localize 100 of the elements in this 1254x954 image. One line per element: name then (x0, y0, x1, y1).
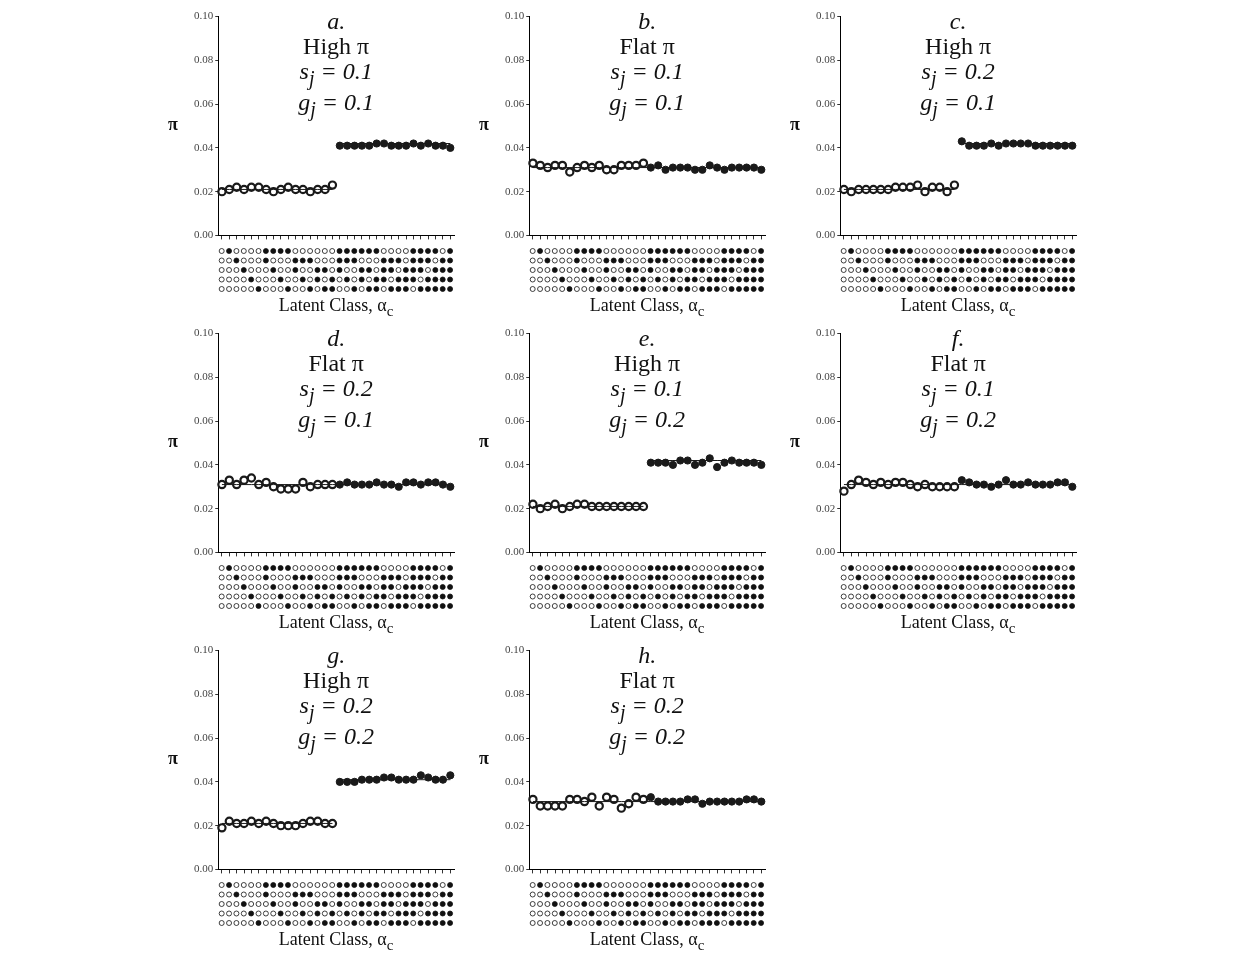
text: Flat π (618, 32, 676, 59)
point (646, 458, 655, 467)
point (409, 139, 418, 148)
point (616, 803, 627, 813)
point (409, 775, 418, 784)
y-tick-label: 0.06 (505, 731, 525, 744)
point (550, 801, 560, 811)
point (683, 456, 692, 465)
chart-title: e. (637, 324, 657, 351)
text: High π (302, 32, 371, 59)
point (749, 163, 759, 172)
y-tick-label: 0.02 (816, 501, 836, 514)
point (528, 158, 538, 168)
y-tick-label: 0.00 (194, 545, 214, 558)
point (757, 797, 766, 806)
point (646, 793, 655, 802)
y-tick-label: 0.08 (194, 53, 214, 66)
point (424, 139, 433, 148)
y-tick-label: 0.08 (816, 370, 836, 383)
y-tick-label: 0.00 (816, 545, 836, 558)
x-axis-title: Latent Class, α$_{c}$ (588, 295, 706, 320)
point (343, 478, 352, 487)
point (335, 777, 344, 786)
y-tick-label: 0.06 (194, 414, 214, 427)
point (661, 797, 670, 806)
chart-title: g. (326, 641, 347, 668)
x-axis-title: Latent Class, α$_{c}$ (588, 612, 706, 637)
point (239, 475, 249, 485)
point (912, 180, 923, 190)
y-tick-label: 0.04 (194, 140, 214, 153)
point (720, 797, 729, 806)
point (690, 795, 700, 804)
y-tick-label: 0.06 (505, 97, 525, 110)
point (949, 180, 960, 190)
y-tick-label: 0.02 (505, 818, 525, 831)
point (668, 163, 678, 172)
y-axis-title: π (790, 114, 800, 135)
point (224, 475, 234, 485)
y-tick-label: 0.04 (816, 457, 836, 470)
point (217, 479, 227, 490)
annotation: s$_{j}$ = 0.1 (609, 57, 685, 91)
text: Flat π (618, 666, 676, 693)
point (387, 773, 396, 782)
point (979, 141, 989, 150)
y-tick-label: 0.08 (505, 687, 525, 700)
point (528, 499, 538, 509)
point (387, 480, 396, 489)
annotation: g$_{j}$ = 0.1 (297, 406, 375, 440)
point (1068, 141, 1077, 150)
point (409, 478, 418, 487)
y-tick-label: 0.08 (816, 53, 836, 66)
point (379, 480, 389, 489)
point (1060, 478, 1070, 487)
point (394, 482, 403, 491)
y-tick-label: 0.04 (194, 457, 214, 470)
y-axis-title: π (168, 431, 178, 452)
point (705, 454, 714, 463)
y-tick-label: 0.08 (505, 370, 525, 383)
x-axis-title: Latent Class, α$_{c}$ (899, 612, 1017, 637)
point (713, 163, 722, 172)
y-tick-label: 0.04 (505, 457, 525, 470)
y-tick-label: 0.04 (816, 140, 836, 153)
point (557, 801, 568, 811)
point (350, 480, 359, 489)
y-tick-label: 0.06 (816, 97, 836, 110)
y-tick-label: 0.00 (505, 862, 525, 875)
point (757, 460, 766, 469)
point (402, 141, 411, 150)
point (1046, 480, 1055, 489)
point (1068, 482, 1077, 491)
point (957, 137, 966, 146)
point (246, 473, 257, 483)
annotation: g$_{j}$ = 0.1 (919, 89, 997, 123)
y-tick-label: 0.10 (816, 326, 836, 339)
point (713, 797, 722, 806)
point (217, 823, 227, 833)
y-tick-label: 0.06 (194, 731, 214, 744)
point (720, 165, 729, 174)
y-tick-label: 0.10 (816, 9, 836, 22)
y-tick-label: 0.08 (194, 687, 214, 700)
y-tick-label: 0.10 (194, 9, 214, 22)
text: High π (613, 349, 682, 376)
point (431, 478, 440, 487)
y-tick-label: 0.06 (505, 414, 525, 427)
y-axis-title: π (479, 431, 489, 452)
annotation: g$_{j}$ = 0.2 (608, 406, 686, 440)
y-tick-label: 0.02 (194, 818, 214, 831)
point (757, 165, 766, 174)
annotation: g$_{j}$ = 0.2 (297, 723, 375, 757)
point (987, 139, 996, 148)
chart-title: c. (948, 7, 968, 34)
y-tick-label: 0.00 (194, 862, 214, 875)
chart-title: d. (326, 324, 347, 351)
point (698, 458, 707, 467)
y-tick-label: 0.02 (505, 501, 525, 514)
y-tick-label: 0.04 (505, 140, 525, 153)
point (446, 482, 455, 491)
point (438, 775, 448, 784)
point (631, 792, 641, 802)
point (217, 186, 227, 197)
